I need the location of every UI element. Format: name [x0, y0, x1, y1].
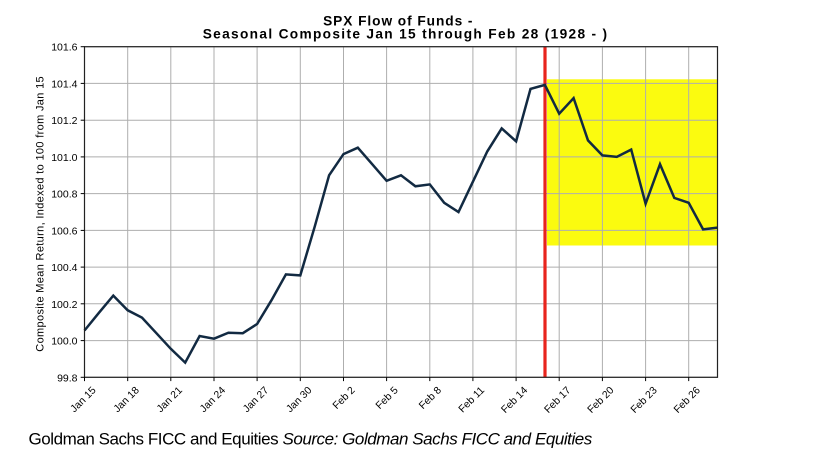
svg-text:Seasonal Composite Jan 15 thro: Seasonal Composite Jan 15 through Feb 28…	[203, 27, 607, 42]
svg-text:99.8: 99.8	[57, 372, 78, 384]
svg-text:101.4: 101.4	[51, 78, 77, 90]
svg-text:101.0: 101.0	[51, 152, 77, 164]
svg-text:Feb 2: Feb 2	[331, 385, 358, 412]
svg-text:Feb 26: Feb 26	[672, 385, 703, 416]
svg-text:Jan 27: Jan 27	[241, 385, 271, 415]
svg-text:100.0: 100.0	[51, 336, 77, 348]
svg-text:100.8: 100.8	[51, 189, 77, 201]
svg-text:Jan 30: Jan 30	[285, 385, 315, 415]
svg-text:Jan 24: Jan 24	[198, 385, 228, 415]
svg-text:101.2: 101.2	[51, 115, 77, 127]
svg-text:Feb 20: Feb 20	[586, 385, 617, 416]
svg-text:100.4: 100.4	[51, 262, 77, 274]
svg-text:Feb 17: Feb 17	[543, 385, 574, 416]
svg-text:Jan 15: Jan 15	[69, 385, 99, 415]
svg-text:Composite Mean Return, Indexed: Composite Mean Return, Indexed to 100 fr…	[35, 76, 47, 351]
svg-text:Feb 11: Feb 11	[457, 385, 487, 415]
svg-text:Jan 18: Jan 18	[112, 385, 142, 415]
svg-text:100.6: 100.6	[51, 225, 77, 237]
svg-text:Jan 21: Jan 21	[155, 385, 185, 415]
svg-text:Feb 5: Feb 5	[374, 385, 401, 412]
svg-text:Feb 14: Feb 14	[500, 385, 531, 416]
svg-text:101.6: 101.6	[51, 42, 77, 54]
svg-text:Goldman Sachs FICC and Equitie: Goldman Sachs FICC and Equities Source: …	[29, 430, 593, 449]
svg-text:Feb 23: Feb 23	[629, 385, 660, 416]
svg-text:SPX Flow of Funds -: SPX Flow of Funds -	[323, 13, 473, 28]
svg-text:Feb 8: Feb 8	[417, 385, 444, 412]
svg-text:100.2: 100.2	[51, 299, 77, 311]
